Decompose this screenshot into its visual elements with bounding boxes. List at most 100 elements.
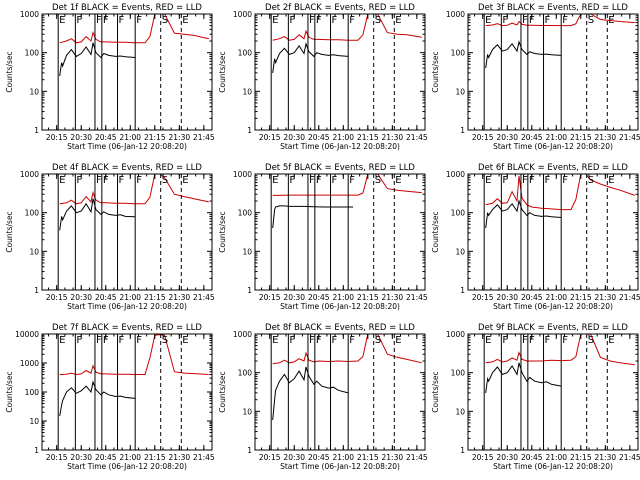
y-tick-label: 10 <box>29 417 39 426</box>
x-tick-label: 20:30 <box>283 133 305 142</box>
series-line-lld <box>485 13 635 27</box>
y-tick-label: 10 <box>455 87 465 96</box>
series-line-events <box>485 40 562 69</box>
x-axis-label: Start Time (06-Jan-12 20:08:20) <box>493 142 613 151</box>
event-marker-label: F <box>103 175 109 186</box>
x-tick-label: 20:45 <box>521 133 543 142</box>
event-marker-label: F <box>103 15 109 26</box>
x-tick-label: 20:30 <box>70 453 92 462</box>
event-marker-label: F <box>316 335 322 346</box>
event-marker-label: E <box>485 15 491 26</box>
x-tick-label: 21:45 <box>406 293 428 302</box>
event-marker-label: F <box>96 335 102 346</box>
y-tick-label: 1000 <box>20 10 39 19</box>
x-tick-label: 21:45 <box>619 133 640 142</box>
x-tick-label: 20:15 <box>259 133 281 142</box>
event-marker-label: F <box>289 175 295 186</box>
x-tick-label: 21:00 <box>119 453 141 462</box>
x-tick-label: 21:15 <box>357 293 379 302</box>
x-tick-label: 21:15 <box>357 453 379 462</box>
plot-frame <box>41 333 213 451</box>
series-line-lld <box>272 173 422 196</box>
event-marker-label: F <box>119 335 125 346</box>
x-tick-label: 21:45 <box>619 453 640 462</box>
event-marker-label: F <box>545 15 551 26</box>
x-tick-label: 20:45 <box>95 133 117 142</box>
y-tick-label: 1 <box>34 286 39 295</box>
y-tick-label: 10 <box>242 247 252 256</box>
event-marker-label: F <box>502 15 508 26</box>
x-tick-label: 20:30 <box>496 133 518 142</box>
y-axis-label: Counts/sec <box>431 371 440 412</box>
event-marker-label: E <box>59 15 65 26</box>
y-tick-label: 10 <box>455 247 465 256</box>
x-tick-label: 21:15 <box>144 453 166 462</box>
x-tick-label: 20:15 <box>46 133 68 142</box>
x-tick-label: 21:15 <box>144 293 166 302</box>
y-tick-label: 1000 <box>446 170 465 179</box>
event-marker-label: F <box>502 335 508 346</box>
series-line-lld <box>272 333 422 365</box>
chart-title: Det 4f BLACK = Events, RED = LLD <box>52 163 202 173</box>
y-axis-label: Counts/sec <box>218 211 227 252</box>
plot-frame <box>254 173 426 291</box>
event-marker-label: F <box>349 335 355 346</box>
x-tick-label: 21:45 <box>193 453 215 462</box>
x-tick-label: 21:00 <box>332 293 354 302</box>
x-tick-label: 20:15 <box>472 293 494 302</box>
y-tick-label: 100 <box>238 49 253 58</box>
x-tick-label: 20:15 <box>46 453 68 462</box>
x-tick-label: 20:30 <box>70 293 92 302</box>
event-marker-label: F <box>96 15 102 26</box>
x-tick-label: 20:30 <box>496 453 518 462</box>
x-tick-label: 20:15 <box>259 453 281 462</box>
x-tick-label: 21:00 <box>545 133 567 142</box>
series-line-events <box>272 366 349 420</box>
x-tick-label: 21:00 <box>119 293 141 302</box>
event-marker-label: E <box>608 175 614 186</box>
x-tick-label: 21:30 <box>382 293 404 302</box>
event-marker-label: S <box>588 15 594 26</box>
event-marker-label: E <box>59 335 65 346</box>
event-marker-label: S <box>375 15 381 26</box>
chart-title: Det 2f BLACK = Events, RED = LLD <box>265 3 415 13</box>
x-tick-label: 21:30 <box>382 133 404 142</box>
x-axis-label: Start Time (06-Jan-12 20:08:20) <box>67 462 187 471</box>
event-marker-label: F <box>529 15 535 26</box>
x-tick-label: 21:30 <box>595 293 617 302</box>
y-axis-label: Counts/sec <box>5 211 14 252</box>
x-axis-label: Start Time (06-Jan-12 20:08:20) <box>280 142 400 151</box>
event-marker-label: F <box>522 335 528 346</box>
event-marker-label: E <box>182 15 188 26</box>
event-marker-label: F <box>529 175 535 186</box>
event-marker-label: F <box>136 15 142 26</box>
plot-frame <box>41 13 213 131</box>
x-tick-label: 21:45 <box>406 133 428 142</box>
event-marker-label: F <box>522 175 528 186</box>
series-line-events <box>485 362 562 393</box>
event-marker-label: F <box>96 175 102 186</box>
y-tick-label: 1000 <box>233 170 252 179</box>
chart-title: Det 1f BLACK = Events, RED = LLD <box>52 3 202 13</box>
event-marker-label: S <box>588 335 594 346</box>
event-marker-label: S <box>162 335 168 346</box>
event-marker-label: F <box>309 335 315 346</box>
x-tick-label: 21:30 <box>169 453 191 462</box>
y-tick-label: 100 <box>25 388 40 397</box>
event-marker-label: F <box>529 335 535 346</box>
y-tick-label: 100 <box>25 49 40 58</box>
y-tick-label: 1 <box>460 126 465 135</box>
y-tick-label: 10 <box>455 407 465 416</box>
y-tick-label: 1 <box>34 126 39 135</box>
y-axis-label: Counts/sec <box>5 371 14 412</box>
y-tick-label: 100 <box>238 369 253 378</box>
plot-frame <box>467 173 639 291</box>
x-tick-label: 21:00 <box>545 453 567 462</box>
x-tick-label: 21:15 <box>144 133 166 142</box>
x-tick-label: 21:15 <box>357 133 379 142</box>
